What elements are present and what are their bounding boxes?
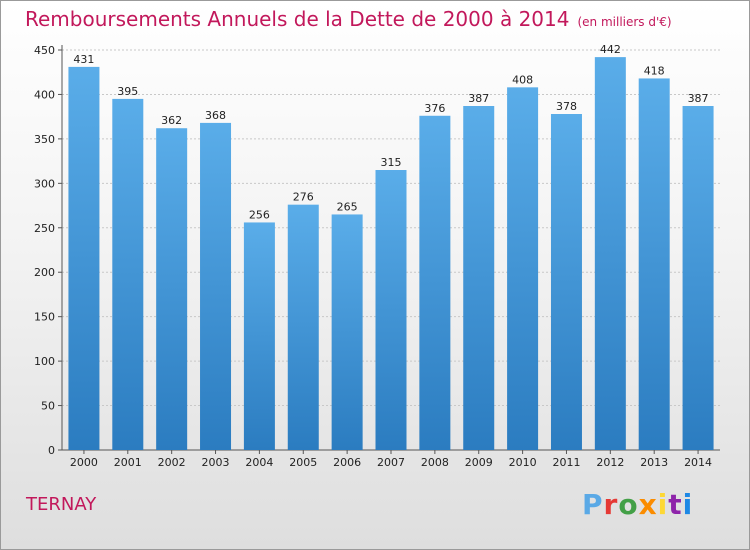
- data-label: 387: [688, 92, 709, 105]
- y-tick-label: 250: [34, 222, 55, 235]
- y-tick-label: 400: [34, 88, 55, 101]
- bar: [68, 66, 100, 450]
- chart-subtitle: (en milliers d'€): [577, 15, 672, 29]
- data-label: 362: [161, 114, 182, 127]
- y-tick-label: 150: [34, 311, 55, 324]
- data-label: 376: [424, 102, 445, 115]
- y-tick-label: 100: [34, 355, 55, 368]
- data-label: 256: [249, 208, 270, 221]
- bar: [419, 115, 451, 451]
- bar: [243, 222, 275, 450]
- bar: [682, 106, 714, 450]
- chart-title-block: Remboursements Annuels de la Dette de 20…: [25, 7, 672, 31]
- bar: [463, 106, 495, 450]
- y-tick-label: 450: [34, 44, 55, 57]
- bar: [331, 214, 363, 450]
- x-tick-label: 2002: [158, 456, 186, 469]
- bar: [507, 87, 539, 450]
- logo-letter: r: [603, 488, 619, 521]
- x-tick-label: 2011: [552, 456, 580, 469]
- bar: [287, 204, 319, 450]
- x-tick-label: 2008: [421, 456, 449, 469]
- bar: [112, 98, 144, 450]
- bar: [594, 57, 626, 450]
- y-tick-label: 200: [34, 266, 55, 279]
- logo-letter: P: [582, 488, 604, 521]
- bar: [638, 78, 670, 450]
- bar: [375, 170, 407, 450]
- data-label: 387: [468, 92, 489, 105]
- x-tick-label: 2009: [465, 456, 493, 469]
- x-tick-label: 2005: [289, 456, 317, 469]
- proxiti-logo: Proxiti: [582, 488, 693, 521]
- commune-name: TERNAY: [26, 494, 97, 515]
- x-tick-label: 2007: [377, 456, 405, 469]
- x-tick-label: 2012: [596, 456, 624, 469]
- bar: [550, 114, 582, 450]
- x-tick-label: 2000: [70, 456, 98, 469]
- chart-title: Remboursements Annuels de la Dette de 20…: [25, 7, 570, 31]
- logo-letter: i: [682, 488, 694, 521]
- y-tick-label: 50: [41, 400, 55, 413]
- data-label: 315: [381, 156, 402, 169]
- y-tick-label: 0: [48, 444, 55, 457]
- data-label: 395: [117, 85, 138, 98]
- x-tick-label: 2001: [114, 456, 142, 469]
- x-tick-label: 2014: [684, 456, 712, 469]
- x-tick-label: 2013: [640, 456, 668, 469]
- data-label: 418: [644, 64, 665, 77]
- bar: [156, 128, 188, 450]
- data-label: 408: [512, 73, 533, 86]
- y-tick-label: 300: [34, 177, 55, 190]
- logo-letter: t: [668, 488, 683, 521]
- logo-letter: x: [638, 488, 658, 521]
- x-tick-label: 2006: [333, 456, 361, 469]
- logo-letter: o: [618, 488, 639, 521]
- data-label: 431: [73, 53, 94, 66]
- data-label: 368: [205, 109, 226, 122]
- data-label: 276: [293, 191, 314, 204]
- data-label: 265: [337, 200, 358, 213]
- data-label: 442: [600, 43, 621, 56]
- data-label: 378: [556, 100, 577, 113]
- x-tick-label: 2010: [509, 456, 537, 469]
- y-tick-label: 350: [34, 133, 55, 146]
- logo-letter: i: [657, 488, 669, 521]
- x-tick-label: 2003: [202, 456, 230, 469]
- x-tick-label: 2004: [245, 456, 273, 469]
- bar: [200, 122, 232, 450]
